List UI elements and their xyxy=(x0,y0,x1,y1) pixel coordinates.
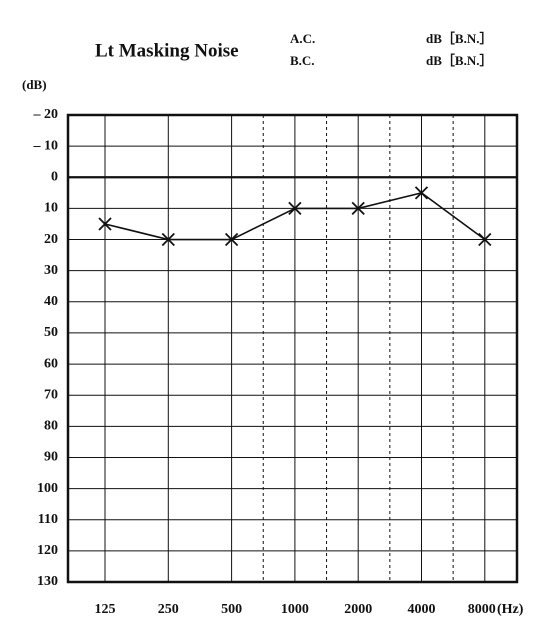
plot-border xyxy=(66,113,519,584)
x-tick-label: 2000 xyxy=(344,602,372,617)
y-tick-label: – 10 xyxy=(33,138,59,153)
y-tick-label: 40 xyxy=(44,294,58,309)
x-axis-label: (Hz) xyxy=(497,602,524,617)
x-tick-label: 250 xyxy=(158,602,179,617)
annotation: dB［B.N.］ xyxy=(426,53,492,68)
y-tick-label: 30 xyxy=(44,263,58,278)
x-tick-label: 500 xyxy=(221,602,242,617)
y-tick-label: 50 xyxy=(44,325,58,340)
y-tick-label: – 20 xyxy=(33,107,59,122)
data-marker xyxy=(414,186,429,200)
y-tick-label: 90 xyxy=(44,450,58,465)
x-tick-label: 8000 xyxy=(468,602,496,617)
y-tick-label: 20 xyxy=(44,232,58,247)
y-tick-label: 60 xyxy=(44,356,58,371)
x-tick-label: 4000 xyxy=(408,602,436,617)
y-tick-label: 120 xyxy=(37,543,58,558)
x-tick-label: 125 xyxy=(95,602,116,617)
chart-title: Lt Masking Noise xyxy=(95,40,239,61)
x-tick-label: 1000 xyxy=(281,602,309,617)
data-marker xyxy=(288,201,302,216)
data-marker xyxy=(224,232,239,247)
y-tick-label: 130 xyxy=(37,574,58,589)
y-tick-label: 70 xyxy=(44,387,58,402)
data-marker xyxy=(161,232,175,247)
y-tick-label: 10 xyxy=(44,201,58,216)
annotation: A.C. xyxy=(290,31,315,46)
annotation: B.C. xyxy=(290,53,315,68)
y-tick-label: 110 xyxy=(38,512,58,527)
y-tick-label: 0 xyxy=(51,169,58,184)
data-marker xyxy=(478,232,492,247)
y-tick-label: 80 xyxy=(44,419,58,434)
data-marker xyxy=(351,201,365,216)
y-axis-label: (dB) xyxy=(22,77,47,92)
data-marker xyxy=(98,217,112,231)
y-tick-label: 100 xyxy=(37,481,58,496)
annotation: dB［B.N.］ xyxy=(426,31,492,46)
